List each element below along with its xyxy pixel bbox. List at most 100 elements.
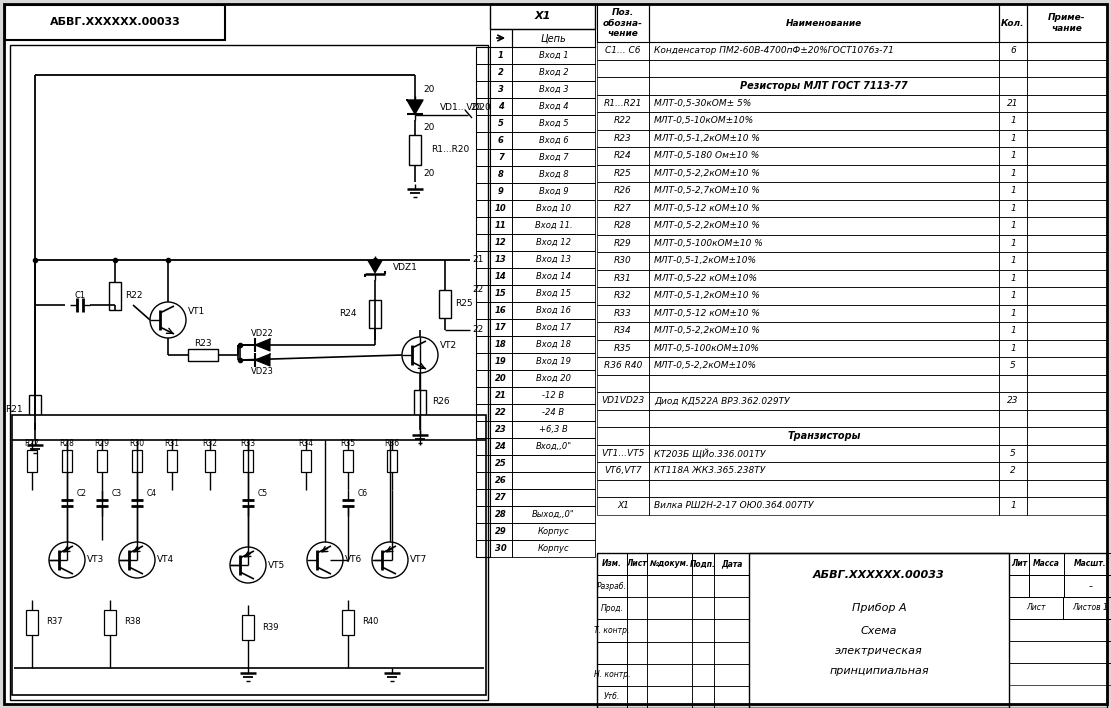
Bar — [206, 450, 216, 472]
Text: 20: 20 — [423, 169, 434, 178]
Bar — [476, 285, 490, 302]
Text: КТ203Б ЩЙо.336.001ТУ: КТ203Б ЩЙо.336.001ТУ — [654, 448, 765, 458]
Bar — [649, 147, 999, 164]
Bar — [490, 251, 512, 268]
Bar — [999, 287, 1027, 304]
Bar — [490, 472, 512, 489]
Bar — [512, 370, 595, 387]
Bar — [597, 59, 649, 77]
Text: МЛТ-0,5-10кОМ±10%: МЛТ-0,5-10кОМ±10% — [654, 116, 754, 125]
Text: МЛТ-0,5-100кОМ±10 %: МЛТ-0,5-100кОМ±10 % — [654, 239, 763, 248]
Bar — [999, 94, 1027, 112]
Text: 28: 28 — [496, 510, 507, 519]
Bar — [597, 94, 649, 112]
Bar — [649, 392, 999, 409]
Bar — [1027, 147, 1107, 164]
Bar — [999, 182, 1027, 200]
Bar — [490, 217, 512, 234]
Bar — [999, 427, 1027, 445]
Text: МЛТ-0,5-1,2кОМ±10 %: МЛТ-0,5-1,2кОМ±10 % — [654, 291, 760, 300]
Text: 23: 23 — [496, 425, 507, 434]
Text: Вход 20: Вход 20 — [536, 374, 571, 383]
Bar — [512, 29, 595, 47]
Bar — [409, 135, 421, 165]
Bar — [512, 268, 595, 285]
Bar — [476, 149, 490, 166]
Bar — [597, 553, 1107, 708]
Bar — [476, 166, 490, 183]
Text: R1...R21: R1...R21 — [603, 98, 642, 108]
Text: Вход 17: Вход 17 — [536, 323, 571, 332]
Bar — [512, 455, 595, 472]
Bar — [167, 450, 177, 472]
Text: 22: 22 — [472, 326, 483, 334]
Bar — [490, 319, 512, 336]
Text: 24: 24 — [496, 442, 507, 451]
Bar — [476, 387, 490, 404]
Bar — [627, 620, 647, 641]
Bar — [387, 450, 397, 472]
Bar — [243, 450, 253, 472]
Bar — [1027, 94, 1107, 112]
Bar — [649, 182, 999, 200]
Bar — [10, 45, 488, 700]
Bar — [999, 252, 1027, 270]
Bar — [342, 610, 354, 635]
Bar — [512, 387, 595, 404]
Bar — [512, 319, 595, 336]
Bar — [597, 4, 649, 42]
Text: R33: R33 — [240, 438, 256, 447]
Text: 13: 13 — [496, 255, 507, 264]
Bar — [476, 438, 490, 455]
Text: Вход 8: Вход 8 — [539, 170, 569, 179]
Text: VT1...VT5: VT1...VT5 — [601, 449, 644, 458]
Bar — [490, 387, 512, 404]
Bar — [597, 200, 649, 217]
Bar — [692, 663, 714, 686]
Text: Масса: Масса — [1033, 559, 1060, 569]
Text: R38: R38 — [124, 617, 141, 627]
Bar — [999, 375, 1027, 392]
Text: АБВГ.XXXXXX.00033: АБВГ.XXXXXX.00033 — [813, 570, 944, 580]
Bar — [476, 183, 490, 200]
Bar — [597, 112, 649, 130]
Bar — [490, 353, 512, 370]
Bar — [1027, 375, 1107, 392]
Bar — [999, 130, 1027, 147]
Bar — [714, 575, 749, 597]
Bar — [512, 234, 595, 251]
Bar — [627, 663, 647, 686]
Bar — [649, 497, 999, 515]
Text: VT6: VT6 — [346, 556, 362, 564]
Text: КТ118А ЖК3.365.238ТУ: КТ118А ЖК3.365.238ТУ — [654, 467, 765, 475]
Bar — [343, 450, 353, 472]
Bar — [627, 597, 647, 620]
Bar — [649, 427, 999, 445]
Text: МЛТ-0,5-2,2кОМ±10 %: МЛТ-0,5-2,2кОМ±10 % — [654, 221, 760, 230]
Bar — [1029, 553, 1064, 575]
Text: 1: 1 — [1010, 221, 1015, 230]
Text: R25: R25 — [614, 169, 632, 178]
Text: 12: 12 — [496, 238, 507, 247]
Text: Наименование: Наименование — [785, 18, 862, 28]
Bar — [597, 130, 649, 147]
Text: МЛТ-0,5-100кОМ±10%: МЛТ-0,5-100кОМ±10% — [654, 344, 760, 353]
Bar — [999, 4, 1027, 42]
Bar — [1027, 182, 1107, 200]
Bar — [649, 252, 999, 270]
Bar — [301, 450, 311, 472]
Text: 8: 8 — [498, 170, 504, 179]
Text: Кол.: Кол. — [1001, 18, 1024, 28]
Text: 15: 15 — [496, 289, 507, 298]
Bar — [999, 479, 1027, 497]
Bar — [627, 686, 647, 708]
Text: R36: R36 — [384, 438, 400, 447]
Text: 21: 21 — [496, 391, 507, 400]
Text: R23: R23 — [194, 338, 212, 348]
Bar — [490, 506, 512, 523]
Bar — [512, 302, 595, 319]
Bar — [647, 686, 692, 708]
Text: Вход 15: Вход 15 — [536, 289, 571, 298]
Text: Вход 5: Вход 5 — [539, 119, 569, 128]
Text: Вход 18: Вход 18 — [536, 340, 571, 349]
